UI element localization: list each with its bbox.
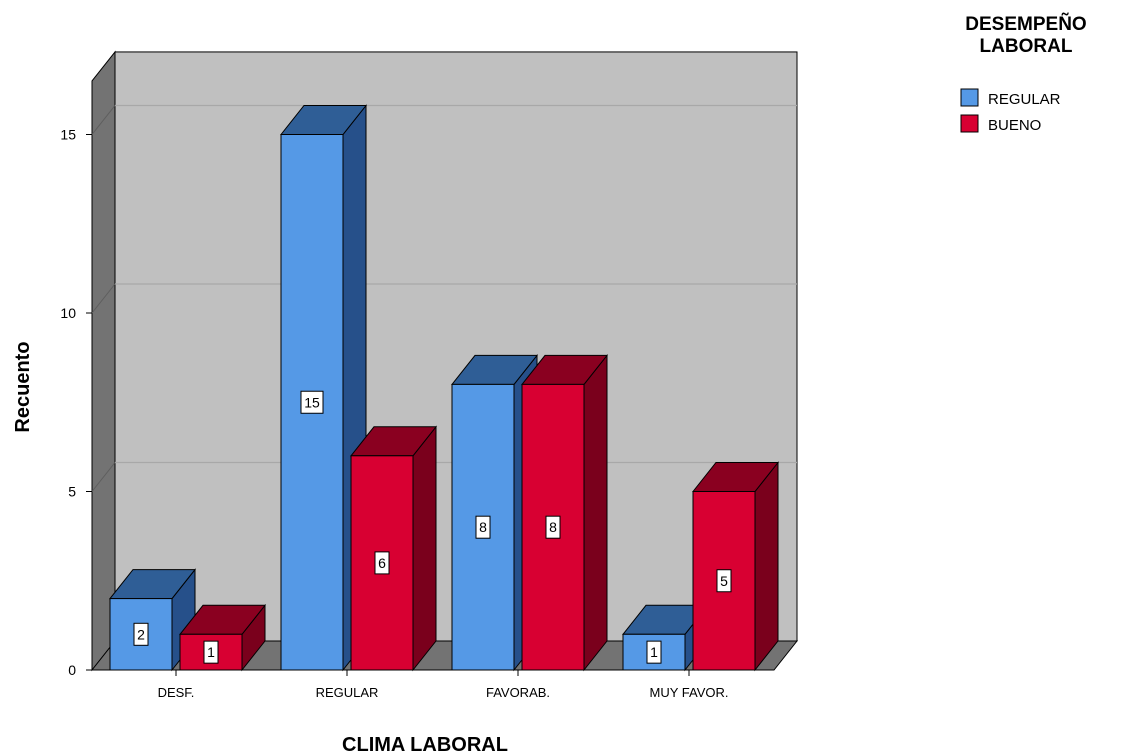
data-label: 6 <box>378 555 386 571</box>
chart-walls <box>90 50 799 672</box>
data-label: 2 <box>137 626 145 642</box>
x-axis-label: CLIMA LABORAL <box>342 734 508 756</box>
legend-swatch <box>960 88 979 107</box>
data-label: 8 <box>479 519 487 535</box>
data-label-box <box>300 390 324 414</box>
data-label-box <box>646 640 662 664</box>
data-label-box <box>475 515 491 539</box>
legend: DESEMPEÑO LABORAL REGULAR BUENO <box>960 13 1087 134</box>
x-tick-label: FAVORAB. <box>486 685 550 700</box>
side-wall <box>91 50 116 672</box>
y-axis-ticks: 0 5 10 15 <box>60 127 92 678</box>
data-label: 1 <box>650 644 658 660</box>
bar-side <box>412 425 437 672</box>
data-label-box <box>545 515 561 539</box>
legend-label: BUENO <box>988 117 1041 134</box>
x-axis-categories: DESF. REGULAR FAVORAB. MUY FAVOR. <box>158 670 729 700</box>
bar-bueno-0: 1 <box>178 603 267 672</box>
data-label-box <box>716 569 732 593</box>
legend-title-line-1: DESEMPEÑO <box>965 13 1086 35</box>
legend-swatch <box>960 114 979 133</box>
data-label: 15 <box>304 394 320 410</box>
gridline-side <box>91 283 116 314</box>
bar-side <box>754 461 779 672</box>
bar-side <box>583 353 608 672</box>
data-label: 5 <box>720 573 728 589</box>
data-label-box <box>203 640 219 664</box>
data-label: 8 <box>549 519 557 535</box>
y-axis-label: Recuento <box>12 341 34 432</box>
y-tick-label: 5 <box>68 484 76 500</box>
x-tick-label: REGULAR <box>316 685 379 700</box>
legend-title-line-2: LABORAL <box>980 36 1073 57</box>
data-label: 1 <box>207 644 215 660</box>
gridline-side <box>91 105 116 135</box>
legend-label: REGULAR <box>988 91 1061 108</box>
bar-front <box>622 633 686 671</box>
data-label-box <box>133 622 149 646</box>
bar-regular-1: 15 <box>279 104 368 672</box>
y-tick-label: 10 <box>60 305 76 321</box>
bar-regular-0: 2 <box>108 568 197 672</box>
gridline-side <box>91 462 116 492</box>
bar-bueno-1: 6 <box>349 425 438 672</box>
bar-bueno-2: 8 <box>520 353 609 672</box>
y-tick-label: 15 <box>60 127 76 143</box>
x-tick-label: DESF. <box>158 685 195 700</box>
data-label-box <box>374 551 390 575</box>
x-tick-label: MUY FAVOR. <box>650 685 729 700</box>
y-tick-label: 0 <box>68 662 76 678</box>
bar-bueno-3: 5 <box>691 461 780 672</box>
gridlines <box>91 104 797 492</box>
